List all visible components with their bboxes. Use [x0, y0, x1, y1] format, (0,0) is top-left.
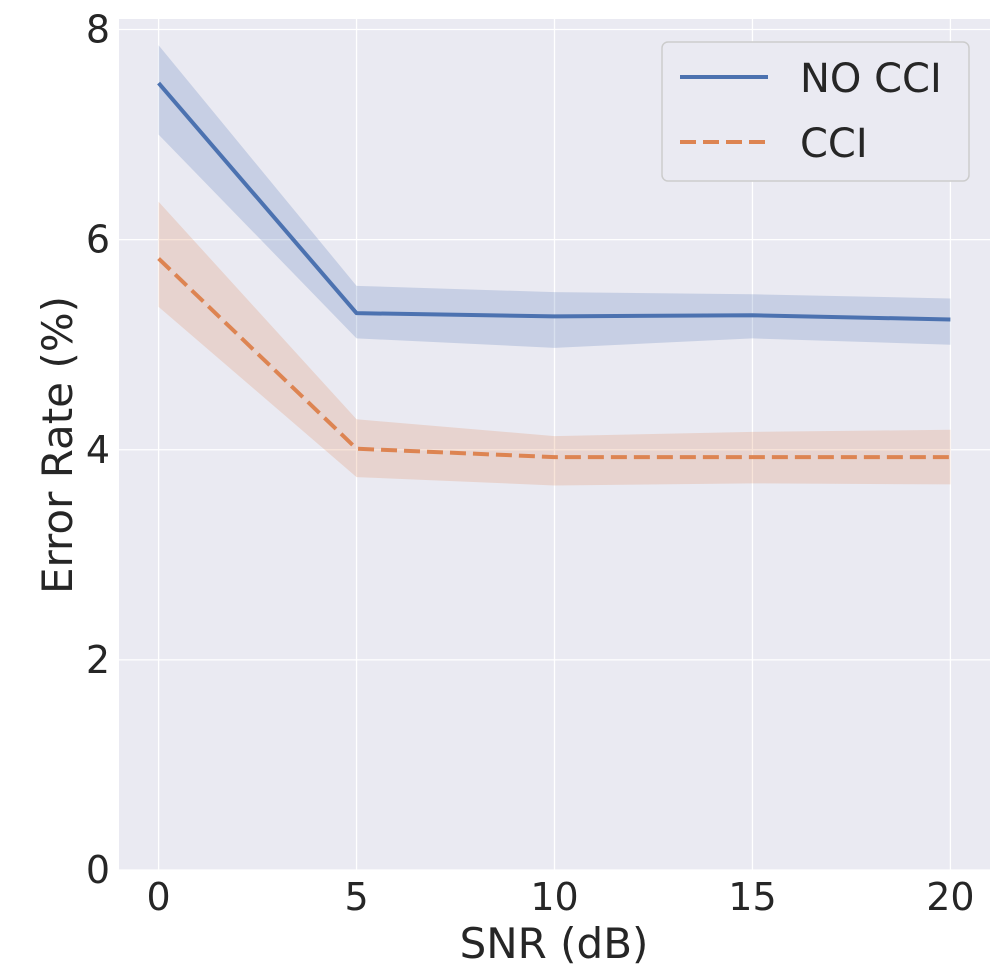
x-tick-label: 10	[530, 875, 578, 919]
legend-label-no-cci: NO CCI	[800, 56, 942, 102]
x-tick-labels: 0 5 10 15 20	[146, 875, 974, 919]
y-tick-label: 4	[86, 428, 110, 472]
x-tick-label: 20	[926, 875, 974, 919]
x-tick-label: 15	[728, 875, 776, 919]
y-tick-label: 0	[86, 848, 110, 892]
x-tick-label: 0	[146, 875, 170, 919]
y-tick-label: 2	[86, 638, 110, 682]
x-tick-label: 5	[344, 875, 368, 919]
y-tick-labels: 0 2 4 6 8	[86, 8, 110, 892]
x-axis-label: SNR (dB)	[460, 919, 649, 968]
legend-label-cci: CCI	[800, 121, 868, 167]
grid	[119, 19, 990, 871]
y-tick-label: 6	[86, 218, 110, 262]
legend: NO CCI CCI	[661, 41, 970, 182]
y-tick-label: 8	[86, 8, 110, 52]
series-lines	[157, 81, 951, 460]
y-axis-label: Error Rate (%)	[33, 296, 82, 594]
